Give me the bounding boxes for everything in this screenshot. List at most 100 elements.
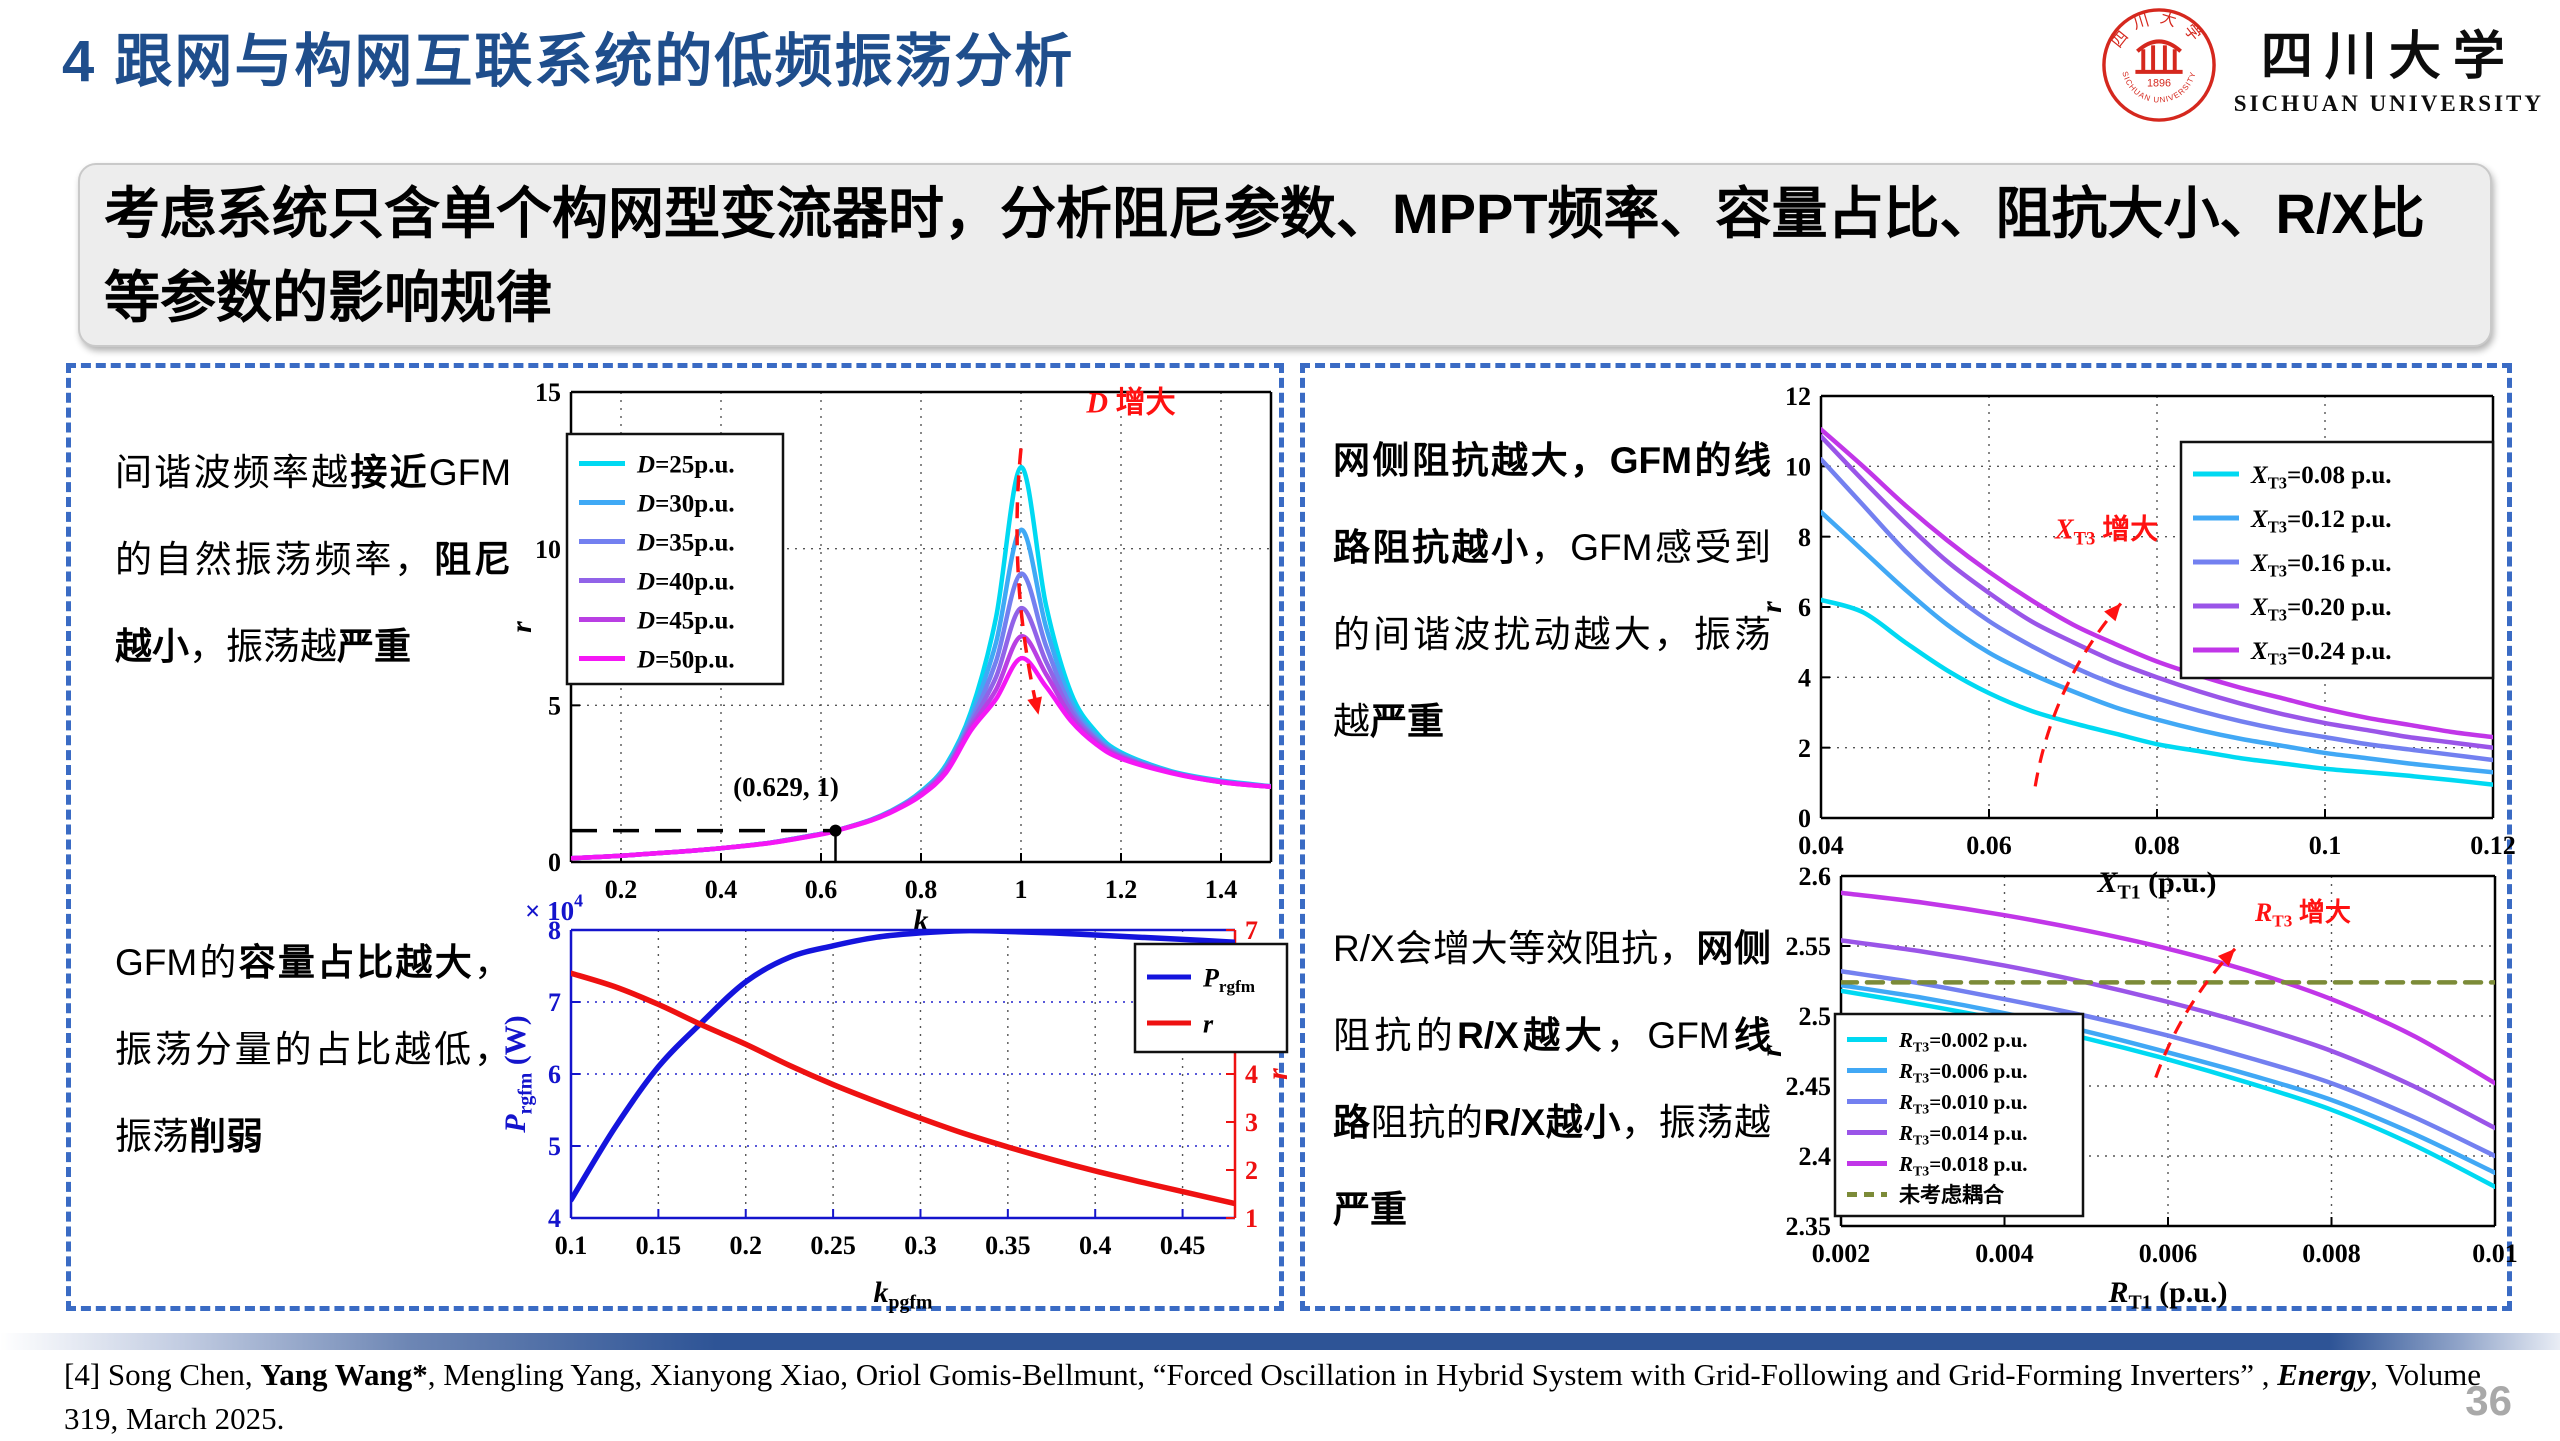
svg-text:7: 7 — [548, 988, 561, 1017]
svg-text:D=25p.u.: D=25p.u. — [636, 452, 735, 479]
svg-text:2.45: 2.45 — [1786, 1072, 1832, 1101]
svg-text:2.5: 2.5 — [1799, 1002, 1832, 1031]
page-title: 4 跟网与构网互联系统的低频振荡分析 — [62, 29, 1075, 94]
svg-text:RT3=0.002 p.u.: RT3=0.002 p.u. — [1898, 1028, 2028, 1055]
svg-text:0.01: 0.01 — [2472, 1239, 2518, 1268]
svg-text:XT3=0.08 p.u.: XT3=0.08 p.u. — [2250, 462, 2392, 493]
svg-text:4: 4 — [548, 1204, 561, 1233]
chart-capacity-dual-axis: 0.10.150.20.250.30.350.40.45456781234567… — [499, 891, 1301, 1314]
svg-text:RT3=0.014 p.u.: RT3=0.014 p.u. — [1898, 1121, 2028, 1148]
svg-text:12: 12 — [1785, 382, 1811, 411]
divider-bar — [0, 1333, 2560, 1350]
svg-text:2: 2 — [1245, 1156, 1258, 1185]
svg-text:0.2: 0.2 — [729, 1231, 762, 1260]
svg-text:XT3=0.20 p.u.: XT3=0.20 p.u. — [2250, 594, 2392, 625]
svg-text:0.45: 0.45 — [1160, 1231, 1206, 1260]
svg-text:D=30p.u.: D=30p.u. — [636, 491, 735, 518]
svg-text:7: 7 — [1245, 916, 1258, 945]
svg-text:4: 4 — [1798, 663, 1811, 692]
university-seal-icon: 四川大学 SICHUAN UNIVERSITY 1896 — [2101, 8, 2216, 122]
svg-text:r: r — [1203, 1009, 1214, 1038]
svg-text:RT3=0.006 p.u.: RT3=0.006 p.u. — [1898, 1059, 2028, 1086]
chart-capacity-dual-axis-svg: 0.10.150.20.250.30.350.40.45456781234567… — [499, 891, 1294, 1314]
svg-text:0.08: 0.08 — [2134, 831, 2180, 860]
note-interharmonic-damping: 间谐波频率越接近GFM的自然振荡频率，阻尼越小，振荡越严重 — [115, 452, 512, 667]
svg-text:0: 0 — [548, 848, 561, 877]
svg-text:0.1: 0.1 — [555, 1231, 588, 1260]
svg-text:RT1 (p.u.): RT1 (p.u.) — [2108, 1276, 2228, 1314]
svg-text:2: 2 — [1798, 734, 1811, 763]
key-point-box: 考虑系统只含单个构网型变流器时，分析阻尼参数、MPPT频率、容量占比、阻抗大小、… — [78, 163, 2492, 347]
svg-text:0.2: 0.2 — [605, 875, 638, 904]
svg-text:0.4: 0.4 — [1079, 1231, 1112, 1260]
svg-text:XT3=0.12 p.u.: XT3=0.12 p.u. — [2250, 506, 2392, 537]
svg-text:Prgfm (W): Prgfm (W) — [499, 1015, 537, 1134]
chart-grid-impedance-svg: 0.04 0.06 0.08 0.1 0.12 0 2 4 6 8 10 12 XT1 (p.u.) r X… — [1755, 382, 2516, 904]
svg-text:0.008: 0.008 — [2302, 1239, 2361, 1268]
svg-text:未考虑耦合: 未考虑耦合 — [1899, 1183, 2005, 1207]
svg-text:15: 15 — [535, 378, 561, 407]
svg-text:6: 6 — [548, 1060, 561, 1089]
panel-right-analysis: 网侧阻抗越大，GFM的线路阻抗越小，GFM感受到的间谐波扰动越大，振荡越严重 0… — [1300, 363, 2518, 1314]
svg-text:2.4: 2.4 — [1799, 1142, 1832, 1171]
seal-year-text: 1896 — [2147, 78, 2171, 90]
svg-text:XT1 (p.u.): XT1 (p.u.) — [2097, 866, 2217, 904]
svg-text:Prgfm: Prgfm — [1202, 963, 1255, 996]
svg-text:8: 8 — [1798, 523, 1811, 552]
svg-text:XT3=0.24 p.u.: XT3=0.24 p.u. — [2250, 638, 2392, 669]
svg-text:10: 10 — [535, 535, 561, 564]
svg-text:1: 1 — [1245, 1204, 1258, 1233]
svg-text:0.4: 0.4 — [705, 875, 738, 904]
university-name-en: SICHUAN UNIVERSITY — [2233, 90, 2544, 116]
svg-text:0.004: 0.004 — [1975, 1239, 2034, 1268]
svg-text:0.25: 0.25 — [810, 1231, 856, 1260]
svg-text:× 104: × 104 — [525, 891, 583, 927]
page-number: 36 — [2465, 1377, 2512, 1424]
panel-left-analysis: 间谐波频率越接近GFM的自然振荡频率，阻尼越小，振荡越严重 0.2 0.4 0.6 0… — [66, 363, 1294, 1314]
svg-text:0.6: 0.6 — [805, 875, 838, 904]
university-name-cn: 四川大学 — [2260, 25, 2517, 87]
svg-text:r: r — [505, 621, 538, 633]
svg-text:RT3 增大: RT3 增大 — [2254, 897, 2351, 931]
svg-text:0.8: 0.8 — [905, 875, 938, 904]
svg-text:D 增大: D 增大 — [1085, 386, 1175, 419]
university-logo: 四川大学 SICHUAN UNIVERSITY 1896 四川大学 SICHUA… — [2100, 6, 2544, 124]
svg-text:4: 4 — [1245, 1060, 1258, 1089]
svg-text:XT3=0.16 p.u.: XT3=0.16 p.u. — [2250, 550, 2392, 581]
svg-text:RT3=0.018 p.u.: RT3=0.018 p.u. — [1898, 1152, 2028, 1179]
chart-damping-resonance: 0.2 0.4 0.6 0.8 1 1.2 1.4 0 5 10 15 k r D 增大 (0.629, 1… — [505, 378, 1287, 942]
chart-rx-ratio-svg: 0.002 0.004 0.006 0.008 0.01 2.35 2.4 2.45 2.5 2.… — [1755, 862, 2518, 1314]
svg-text:2.35: 2.35 — [1786, 1212, 1832, 1241]
note-rx-ratio: R/X会增大等效阻抗，网侧阻抗的R/X越大，GFM线路阻抗的R/X越小，振荡越严… — [1333, 928, 1772, 1230]
svg-text:0.35: 0.35 — [985, 1231, 1030, 1260]
svg-text:r: r — [1755, 1045, 1788, 1057]
svg-text:2.6: 2.6 — [1799, 862, 1832, 891]
svg-text:1: 1 — [1015, 875, 1028, 904]
svg-text:r: r — [1755, 601, 1788, 613]
svg-text:6: 6 — [1798, 593, 1811, 622]
svg-text:0.002: 0.002 — [1812, 1239, 1871, 1268]
svg-text:10: 10 — [1785, 452, 1811, 481]
svg-text:2.55: 2.55 — [1786, 932, 1832, 961]
svg-text:1.4: 1.4 — [1205, 875, 1238, 904]
svg-text:5: 5 — [548, 1132, 561, 1161]
svg-text:0.006: 0.006 — [2139, 1239, 2198, 1268]
svg-text:0.12: 0.12 — [2470, 831, 2516, 860]
svg-text:0.15: 0.15 — [636, 1231, 682, 1260]
seal-emblem-icon — [2135, 39, 2183, 74]
chart-grid-impedance: 0.04 0.06 0.08 0.1 0.12 0 2 4 6 8 10 12 XT1 (p.u.) r X… — [1755, 382, 2516, 904]
citation: [4] Song Chen, Yang Wang*, Mengling Yang… — [64, 1357, 2482, 1437]
svg-text:0.1: 0.1 — [2309, 831, 2342, 860]
svg-text:XT3 增大: XT3 增大 — [2054, 513, 2158, 548]
svg-text:RT3=0.010 p.u.: RT3=0.010 p.u. — [1898, 1090, 2028, 1117]
svg-text:3: 3 — [1245, 1108, 1258, 1137]
svg-text:(0.629, 1): (0.629, 1) — [733, 772, 839, 802]
svg-text:0.04: 0.04 — [1798, 831, 1844, 860]
svg-text:0.3: 0.3 — [904, 1231, 937, 1260]
svg-text:D=35p.u.: D=35p.u. — [636, 530, 735, 557]
svg-text:1.2: 1.2 — [1105, 875, 1138, 904]
note-grid-impedance: 网侧阻抗越大，GFM的线路阻抗越小，GFM感受到的间谐波扰动越大，振荡越严重 — [1333, 440, 1772, 742]
note-capacity-share: GFM的容量占比越大，振荡分量的占比越低，振荡削弱 — [115, 942, 512, 1157]
svg-text:kpgfm: kpgfm — [874, 1276, 933, 1314]
